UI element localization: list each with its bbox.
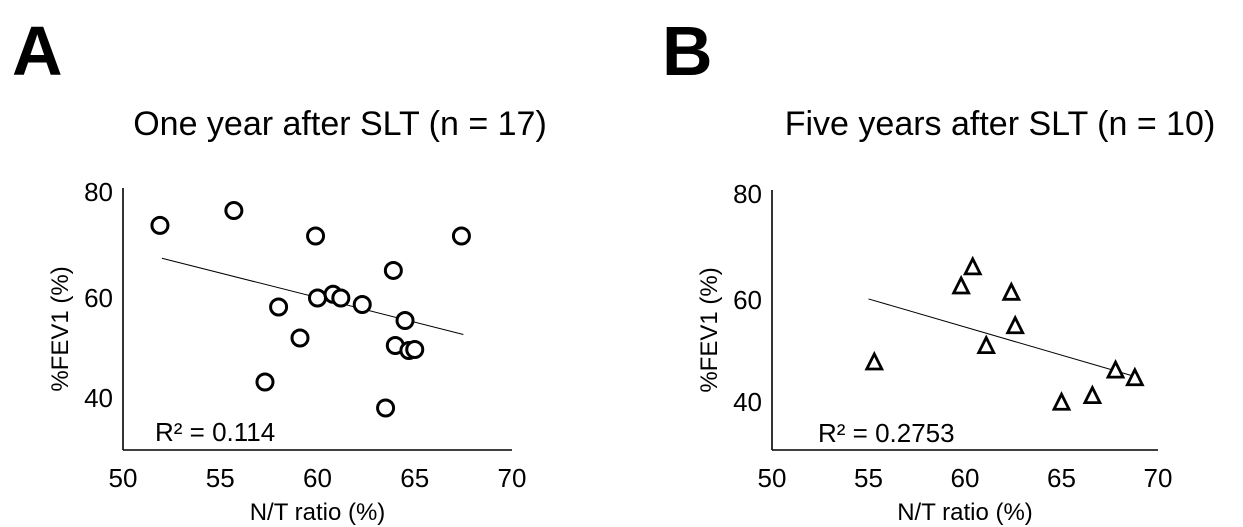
data-point xyxy=(331,288,351,308)
trendline xyxy=(868,298,1135,377)
x-axis-label: N/T ratio (%) xyxy=(250,499,386,526)
chart-a: One year after SLT (n = 17) 50 55 60 65 70 40 6… xyxy=(47,105,547,526)
y-tick-label: 80 xyxy=(84,177,113,207)
x-axis-label: N/T ratio (%) xyxy=(897,499,1033,526)
chart-title: One year after SLT (n = 17) xyxy=(133,105,547,143)
data-point xyxy=(1082,384,1103,405)
data-point xyxy=(150,215,170,235)
r-squared-annotation: R² = 0.2753 xyxy=(818,418,955,448)
data-point xyxy=(255,372,275,392)
data-point xyxy=(269,297,289,317)
data-point xyxy=(290,328,310,348)
x-tick-label: 65 xyxy=(1047,463,1076,493)
data-point xyxy=(308,288,327,308)
y-axis-label: %FEV1 (%) xyxy=(696,267,723,392)
x-tick-label: 55 xyxy=(206,463,235,493)
x-tick-label: 65 xyxy=(400,463,429,493)
data-point xyxy=(864,350,885,371)
data-point xyxy=(976,334,996,355)
x-tick-label: 60 xyxy=(303,463,332,493)
data-point xyxy=(306,226,326,246)
x-tick-label: 50 xyxy=(109,463,138,493)
y-tick-label: 40 xyxy=(84,383,113,413)
y-tick-label: 60 xyxy=(733,285,762,315)
y-tick-label: 80 xyxy=(733,179,762,209)
data-point xyxy=(1051,391,1072,411)
data-point xyxy=(1001,281,1022,301)
x-tick-label: 60 xyxy=(951,463,980,493)
x-tick-label: 55 xyxy=(854,463,883,493)
data-point xyxy=(376,398,396,418)
data-point xyxy=(1125,366,1145,387)
data-point xyxy=(1005,314,1025,335)
data-point xyxy=(383,260,403,280)
data-point xyxy=(395,311,415,330)
x-tick-label: 50 xyxy=(758,463,787,493)
data-point xyxy=(951,274,971,295)
data-point xyxy=(1105,358,1126,379)
data-point xyxy=(451,226,471,246)
panel-label-b: B xyxy=(662,12,713,90)
y-tick-label: 60 xyxy=(84,283,113,313)
data-point xyxy=(405,340,425,359)
r-squared-annotation: R² = 0.114 xyxy=(155,417,275,447)
y-tick-label: 40 xyxy=(733,387,762,417)
panel-label-a: A xyxy=(12,12,63,90)
data-point xyxy=(962,255,983,276)
x-tick-label: 70 xyxy=(1144,463,1173,493)
chart-b: Five years after SLT (n = 10) 50 55 60 65 70 4… xyxy=(696,105,1215,526)
x-tick-label: 70 xyxy=(498,463,527,493)
chart-title: Five years after SLT (n = 10) xyxy=(785,105,1216,143)
data-point xyxy=(352,295,372,314)
data-point xyxy=(224,201,244,221)
y-axis-label: %FEV1 (%) xyxy=(47,266,74,391)
